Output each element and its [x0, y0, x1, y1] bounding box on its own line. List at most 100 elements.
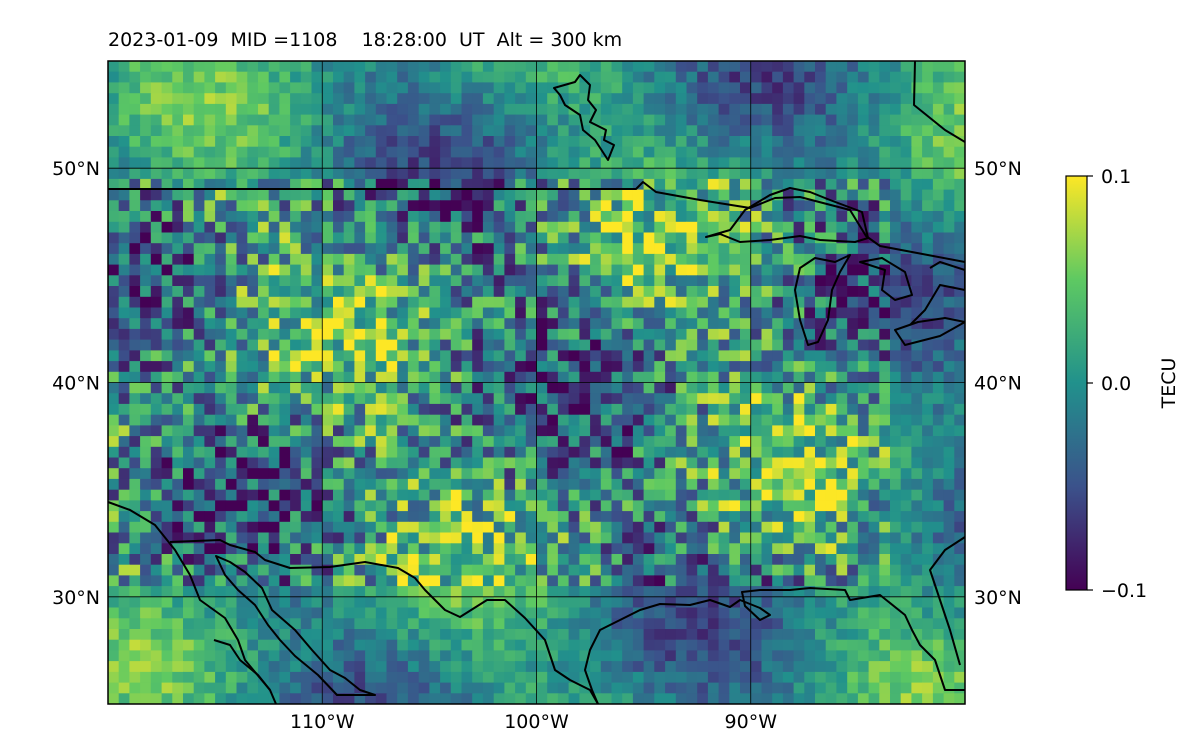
tec-cell — [890, 564, 902, 576]
tec-cell — [204, 436, 216, 448]
tec-cell — [193, 318, 205, 330]
tec-cell — [632, 286, 645, 298]
tec-cell — [407, 596, 420, 609]
tec-cell — [204, 521, 216, 534]
tec-cell — [943, 211, 955, 223]
tec-cell — [118, 221, 130, 234]
tec-cell — [407, 457, 420, 469]
tec-cell — [440, 511, 452, 523]
tec-cell — [504, 393, 516, 405]
tec-cell — [847, 671, 859, 684]
tec-cell — [900, 661, 912, 673]
tec-cell — [825, 253, 837, 266]
tec-cell — [247, 629, 259, 641]
tec-cell — [268, 103, 280, 116]
tec-cell — [204, 650, 216, 662]
tec-cell — [322, 114, 334, 126]
tec-cell — [215, 232, 227, 244]
tec-cell — [632, 382, 645, 394]
tec-cell — [954, 339, 965, 351]
tec-cell — [536, 339, 548, 351]
tec-cell — [247, 136, 259, 148]
tec-cell — [761, 168, 773, 180]
tec-cell — [793, 221, 805, 234]
tec-cell — [343, 457, 355, 469]
tec-cell — [311, 521, 323, 534]
tec-cell — [793, 414, 805, 426]
tec-cell — [815, 71, 827, 83]
tec-cell — [183, 275, 195, 287]
tec-cell — [290, 200, 302, 212]
tec-cell — [847, 200, 859, 212]
tec-cell — [215, 350, 227, 362]
tec-cell — [740, 511, 752, 523]
tec-cell — [461, 361, 473, 373]
baja-peninsula — [213, 639, 271, 691]
tec-cell — [622, 200, 634, 212]
tec-cell — [911, 607, 923, 619]
tec-cell — [429, 682, 441, 694]
tec-cell — [782, 253, 795, 266]
tec-cell — [879, 403, 891, 416]
tec-cell — [557, 125, 570, 137]
tec-cell — [815, 489, 827, 501]
tec-cell — [568, 543, 580, 555]
tec-cell — [590, 296, 602, 309]
tec-cell — [547, 554, 559, 566]
tec-cell — [675, 232, 688, 244]
tec-cell — [943, 178, 955, 191]
tec-cell — [279, 243, 291, 255]
tec-cell — [793, 489, 805, 501]
tec-cell — [268, 189, 280, 201]
tec-cell — [622, 489, 634, 501]
tec-cell — [815, 146, 827, 158]
tec-cell — [150, 93, 163, 105]
tec-cell — [643, 136, 655, 148]
tec-cell — [879, 125, 891, 137]
tec-cell — [258, 221, 270, 234]
tec-cell — [665, 82, 677, 94]
tec-cell — [890, 114, 902, 126]
tec-cell — [868, 618, 880, 630]
tec-cell — [290, 61, 302, 73]
tec-cell — [654, 489, 666, 501]
tec-cell — [729, 436, 741, 448]
tec-cell — [183, 318, 195, 330]
tec-cell — [440, 457, 452, 469]
tec-cell — [825, 489, 837, 501]
tec-cell — [932, 114, 945, 126]
tec-cell — [140, 693, 152, 704]
tec-cell — [236, 575, 248, 587]
tec-cell — [622, 629, 634, 641]
tec-cell — [825, 93, 837, 105]
tec-cell — [515, 371, 527, 384]
tec-cell — [793, 93, 805, 105]
tec-cell — [108, 693, 120, 704]
tec-cell — [900, 682, 912, 694]
tec-cell — [440, 586, 452, 598]
tec-cell — [193, 607, 205, 619]
tec-cell — [193, 211, 205, 223]
tec-cell — [193, 629, 205, 641]
tec-cell — [879, 511, 891, 523]
tec-cell — [547, 414, 559, 426]
tec-cell — [140, 382, 152, 394]
tec-cell — [686, 328, 698, 341]
tec-cell — [675, 286, 688, 298]
tec-cell — [172, 618, 184, 630]
tec-cell — [482, 157, 495, 169]
tec-cell — [890, 307, 902, 319]
tec-cell — [504, 189, 516, 201]
tec-cell — [590, 232, 602, 244]
tec-cell — [536, 425, 548, 437]
tec-cell — [740, 468, 752, 480]
tec-cell — [707, 607, 720, 619]
tec-cell — [707, 425, 720, 437]
tec-cell — [590, 243, 602, 255]
tec-cell — [193, 511, 205, 523]
tec-cell — [547, 243, 559, 255]
tec-cell — [750, 661, 763, 673]
tec-cell — [943, 457, 955, 469]
tec-cell — [857, 275, 870, 287]
tec-cell — [418, 114, 430, 126]
